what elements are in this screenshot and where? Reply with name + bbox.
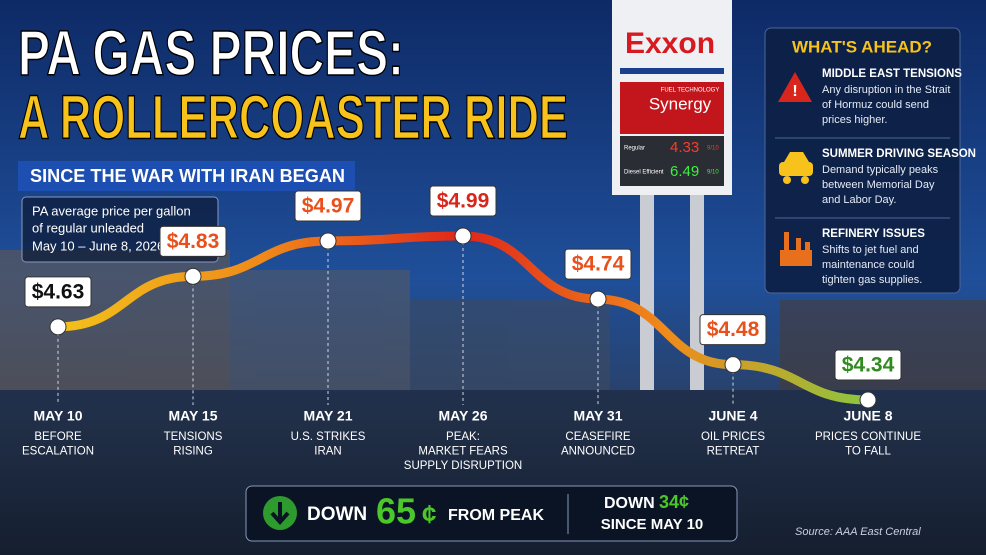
warning-icon: [778, 72, 812, 102]
panel-item-text: tighten gas supplies.: [822, 274, 922, 286]
x-tick-note: PEAK:: [446, 431, 480, 443]
sign-row-frac: 9/10: [707, 170, 719, 176]
panel-item-text: and Labor Day.: [822, 194, 896, 206]
gas-sign: Exxon FUEL TECHNOLOGY Synergy Regular 4.…: [612, 0, 732, 390]
panel-item-text: Any disruption in the Strait: [822, 84, 950, 96]
stats-box: [245, 485, 738, 542]
point: [49, 318, 67, 336]
note: May 10 – June 8, 2026: [32, 238, 164, 253]
stat-suffix: SINCE MAY 10: [601, 516, 704, 533]
sign-row-frac: 9/10: [707, 146, 719, 152]
sign-row-name: Diesel Efficient: [624, 170, 664, 176]
warning-icon-mark: !: [792, 83, 797, 100]
value-label-box: [159, 225, 227, 257]
x-tick-note: ANNOUNCED: [561, 446, 635, 458]
value-label: $4.63: [32, 280, 85, 303]
x-tick-note: ESCALATION: [22, 446, 94, 458]
x-tick-label: MAY 31: [573, 408, 622, 424]
x-tick-label: MAY 26: [438, 408, 487, 424]
panel-item-title: MIDDLE EAST TENSIONS: [822, 68, 962, 80]
x-tick-label: MAY 21: [303, 408, 352, 424]
panel-item-title: SUMMER DRIVING SEASON: [822, 148, 976, 160]
car-icon: [779, 152, 813, 184]
stat-label: DOWN: [307, 504, 367, 525]
stat-suffix: FROM PEAK: [448, 507, 544, 524]
point: [184, 267, 202, 285]
x-tick-note: CEASEFIRE: [565, 431, 631, 443]
point: [859, 391, 877, 409]
panel-item-title: REFINERY ISSUES: [822, 228, 925, 240]
stat-unit: ¢: [422, 499, 436, 529]
note: PA average price per gallon: [32, 203, 191, 218]
value-label-box: [294, 190, 362, 222]
value-label: $4.97: [302, 195, 355, 218]
x-tick-label: MAY 10: [33, 408, 82, 424]
point: [454, 227, 472, 245]
x-tick-note: PRICES CONTINUE: [815, 431, 921, 443]
sign-product: Synergy: [649, 94, 712, 113]
x-tick-note: IRAN: [314, 446, 341, 458]
sign-row-name: Regular: [624, 146, 645, 152]
panel-box: [764, 27, 961, 294]
whats-ahead-panel: WHAT'S AHEAD? ! MIDDLE EAST TENSIONS Any …: [764, 27, 976, 294]
stat-label: DOWN: [604, 495, 655, 512]
x-tick-label: MAY 15: [168, 408, 217, 424]
value-label-box: [699, 314, 767, 346]
source: Source: AAA East Central: [795, 526, 921, 538]
panel-item-text: between Memorial Day: [822, 179, 935, 191]
x-tick-note: BEFORE: [34, 431, 82, 443]
sign-brand: Exxon: [625, 27, 715, 60]
sign-row-price: 4.33: [670, 139, 699, 156]
x-tick-label: JUNE 8: [843, 408, 892, 424]
chart: $4.63 MAY 10 BEFORE ESCALATION $4.83 MAY 15 TE…: [22, 185, 921, 472]
x-tick-note: OIL PRICES: [701, 431, 765, 443]
panel-item-text: Shifts to jet fuel and: [822, 244, 919, 256]
panel-title: WHAT'S AHEAD?: [792, 37, 932, 56]
x-tick-note: U.S. STRIKES: [291, 431, 366, 443]
note: of regular unleaded: [32, 220, 144, 235]
x-tick-note: MARKET FEARS: [418, 446, 508, 458]
point: [724, 356, 742, 374]
value-label: $4.34: [842, 354, 895, 377]
x-tick-label: JUNE 4: [708, 408, 757, 424]
value-label: $4.83: [167, 230, 220, 253]
value-label: $4.74: [572, 253, 625, 276]
subtitle: SINCE THE WAR WITH IRAN BEGAN: [30, 166, 345, 186]
title-line2: A ROLLERCOASTER RIDE: [18, 83, 568, 152]
x-tick-note: RISING: [173, 446, 213, 458]
subtitle-box: [18, 161, 355, 191]
value-label-box: [24, 276, 92, 308]
value-label-box: [834, 349, 902, 381]
point: [319, 232, 337, 250]
refinery-icon: [780, 232, 812, 266]
value-label-box: [564, 248, 632, 280]
panel-item-text: maintenance could: [822, 259, 914, 271]
down-arrow: [270, 502, 290, 526]
title: PA GAS PRICES:: [18, 17, 404, 89]
x-tick-note: RETREAT: [707, 446, 760, 458]
panel-item-text: Demand typically peaks: [822, 164, 939, 176]
panel-item-text: prices higher.: [822, 114, 887, 126]
sign-tech: FUEL TECHNOLOGY: [661, 88, 720, 94]
panel-item-text: of Hormuz could send: [822, 99, 929, 111]
value-label: $4.48: [707, 318, 760, 341]
x-tick-note: SUPPLY DISRUPTION: [404, 460, 522, 472]
point: [589, 290, 607, 308]
value-label: $4.99: [437, 190, 490, 213]
stat-amount: 65: [376, 491, 416, 532]
x-tick-note: TENSIONS: [164, 431, 223, 443]
x-tick-note: TO FALL: [845, 446, 891, 458]
stat-amount: 34¢: [659, 492, 689, 512]
sign-row-price: 6.49: [670, 163, 699, 180]
value-label-box: [429, 185, 497, 217]
